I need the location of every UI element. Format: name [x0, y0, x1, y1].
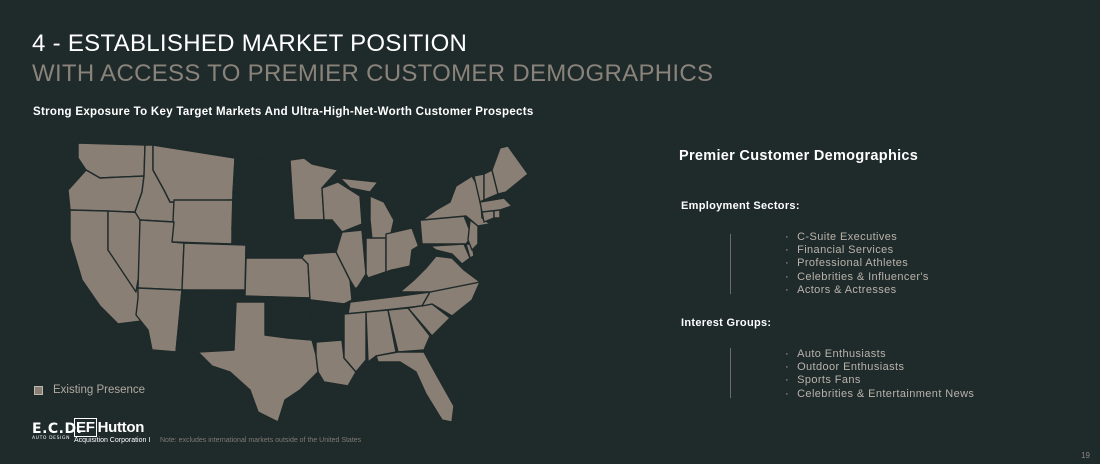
state-wyoming [171, 199, 234, 245]
ef-hutton-logo: EF Hutton Acquisition Corporation I [74, 418, 151, 445]
interest-list: Auto Enthusiasts Outdoor Enthusiasts Spo… [785, 348, 974, 401]
state-mississippi [343, 311, 367, 373]
hutton-logo-subtext: Acquisition Corporation I [74, 437, 151, 444]
employment-sectors-label: Employment Sectors: [681, 200, 800, 212]
state-wisconsin [321, 181, 363, 233]
legend-label: Existing Presence [53, 384, 146, 396]
page-title: 4 - ESTABLISHED MARKET POSITION [32, 30, 468, 57]
state-louisiana [315, 339, 357, 387]
legend-swatch [34, 385, 43, 395]
section-subtitle: Strong Exposure To Key Target Markets An… [33, 106, 534, 118]
state-new-york [421, 175, 491, 227]
list-item: Outdoor Enthusiasts [785, 361, 974, 374]
state-arizona [135, 287, 183, 353]
ef-logo-mark: EF [74, 418, 97, 437]
state-south-dakota [231, 191, 295, 231]
ecd-logo-subtext: AUTO DESIGN [32, 436, 71, 441]
page-number: 19 [1081, 451, 1090, 460]
map-legend: Existing Presence [34, 384, 145, 396]
state-maine [491, 145, 529, 195]
page-subtitle-heading: WITH ACCESS TO PREMIER CUSTOMER DEMOGRAP… [32, 60, 714, 87]
list-item: Celebrities & Influencer's [785, 271, 929, 284]
state-iowa [293, 219, 343, 255]
demographics-heading: Premier Customer Demographics [679, 148, 919, 164]
state-arkansas [309, 299, 345, 343]
employment-list: C-Suite Executives Financial Services Pr… [785, 231, 929, 297]
ecd-logo-text: E.C.D. [32, 421, 83, 437]
hutton-logo-text: Hutton [97, 419, 145, 436]
state-texas [197, 301, 319, 423]
state-montana [152, 144, 236, 203]
state-maryland [429, 243, 471, 265]
state-massachusetts [479, 197, 513, 213]
ecd-logo: E.C.D. AUTO DESIGN [32, 422, 82, 442]
state-north-dakota [232, 157, 293, 193]
list-item: Professional Athletes [785, 257, 929, 270]
list-item: C-Suite Executives [785, 231, 929, 244]
state-georgia [387, 307, 431, 353]
state-pennsylvania [419, 215, 473, 245]
list-item: Sports Fans [785, 374, 974, 387]
state-colorado [181, 242, 247, 291]
us-states-map [67, 142, 529, 423]
state-kansas [244, 257, 311, 299]
list-item: Actors & Actresses [785, 284, 929, 297]
footnote: Note: excludes international markets out… [160, 437, 362, 444]
interest-divider [730, 348, 731, 398]
list-item: Auto Enthusiasts [785, 348, 974, 361]
employment-divider [730, 234, 731, 294]
interest-groups-label: Interest Groups: [681, 317, 772, 329]
state-indiana [365, 237, 387, 279]
list-item: Financial Services [785, 244, 929, 257]
state-new-mexico [175, 289, 237, 353]
state-florida [375, 351, 455, 423]
state-virginia [399, 255, 481, 293]
list-item: Celebrities & Entertainment News [785, 388, 974, 401]
